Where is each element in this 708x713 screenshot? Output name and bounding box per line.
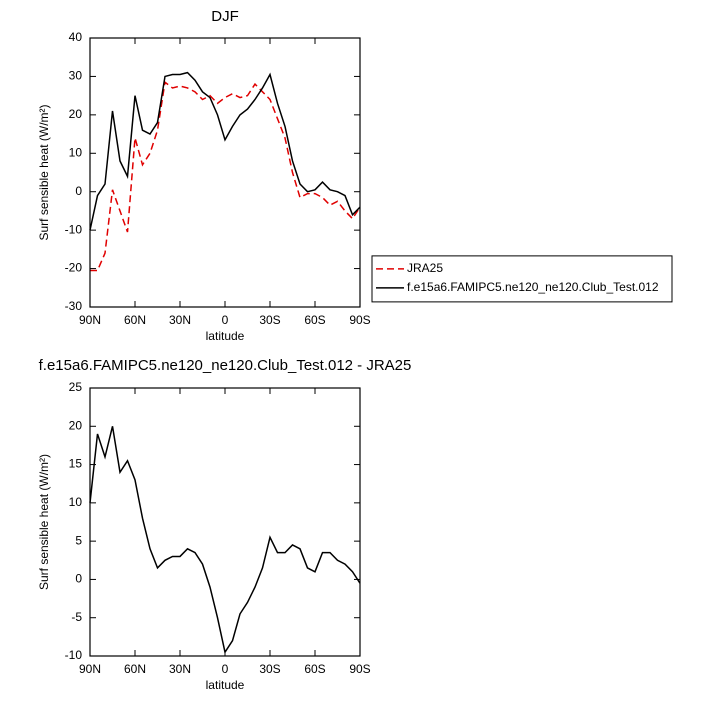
x-tick-label: 0 [222,662,229,676]
data-line [89,71,361,231]
x-tick-label: 30N [169,662,191,676]
legend-label: JRA25 [407,261,443,275]
y-tick-label: 25 [69,380,83,394]
y-axis-label: Surf sensible heat (W/m²) [37,454,51,590]
y-tick-label: -10 [65,648,83,662]
y-tick-label: 30 [69,69,83,83]
y-tick-label: 20 [69,107,83,121]
y-tick-label: 15 [69,457,83,471]
data-line [90,80,361,272]
chart-title: DJF [211,8,239,25]
x-tick-label: 90N [79,313,101,327]
x-tick-label: 30S [259,313,280,327]
y-tick-label: 10 [69,145,83,159]
chart-title: f.e15a6.FAMIPC5.ne120_ne120.Club_Test.01… [39,357,412,374]
y-tick-label: -10 [65,222,83,236]
x-tick-label: 60S [304,662,325,676]
y-axis-label: Surf sensible heat (W/m²) [37,104,51,240]
plot-frame [89,37,361,308]
plot-frame [89,387,361,657]
y-tick-label: 0 [75,184,82,198]
x-tick-label: 90N [79,662,101,676]
y-tick-label: -30 [65,299,83,313]
y-tick-label: -5 [71,610,82,624]
legend-box [371,255,673,303]
x-tick-label: 90S [349,662,370,676]
x-tick-label: 0 [222,313,229,327]
data-line [89,426,361,655]
y-tick-label: -20 [65,261,83,275]
x-tick-label: 60S [304,313,325,327]
legend-label: f.e15a6.FAMIPC5.ne120_ne120.Club_Test.01… [407,280,659,294]
x-tick-label: 90S [349,313,370,327]
x-axis-label: latitude [206,678,245,692]
x-axis-label: latitude [206,329,245,343]
y-tick-label: 20 [69,418,83,432]
x-tick-label: 30S [259,662,280,676]
x-tick-label: 30N [169,313,191,327]
x-tick-label: 60N [124,662,146,676]
x-tick-label: 60N [124,313,146,327]
y-tick-label: 40 [69,30,83,44]
y-tick-label: 0 [75,572,82,586]
y-tick-label: 5 [75,533,82,547]
y-tick-label: 10 [69,495,83,509]
